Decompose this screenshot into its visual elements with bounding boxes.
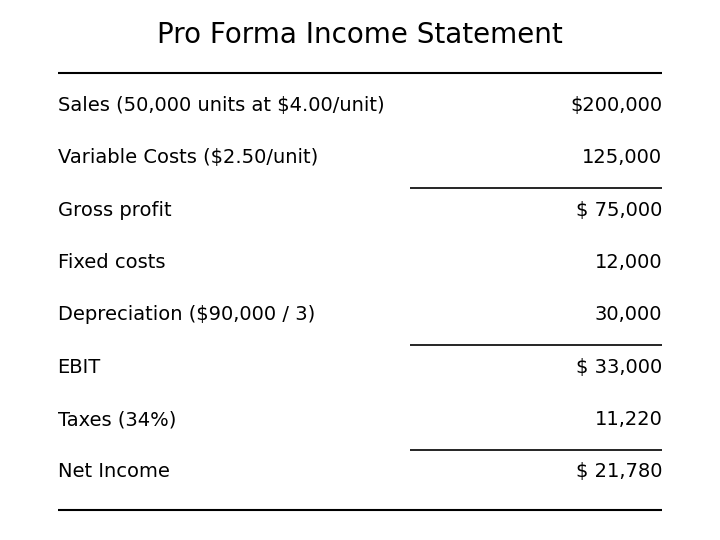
Text: $ 75,000: $ 75,000 bbox=[576, 200, 662, 220]
Text: $200,000: $200,000 bbox=[570, 96, 662, 115]
Text: 125,000: 125,000 bbox=[582, 148, 662, 167]
Text: Pro Forma Income Statement: Pro Forma Income Statement bbox=[157, 21, 563, 49]
Text: $ 21,780: $ 21,780 bbox=[576, 462, 662, 482]
Text: Gross profit: Gross profit bbox=[58, 200, 171, 220]
Text: Sales (50,000 units at $4.00/unit): Sales (50,000 units at $4.00/unit) bbox=[58, 96, 384, 115]
Text: 12,000: 12,000 bbox=[595, 253, 662, 272]
Text: Depreciation ($90,000 / 3): Depreciation ($90,000 / 3) bbox=[58, 305, 315, 325]
Text: Variable Costs ($2.50/unit): Variable Costs ($2.50/unit) bbox=[58, 148, 318, 167]
Text: $ 33,000: $ 33,000 bbox=[576, 357, 662, 377]
Text: Fixed costs: Fixed costs bbox=[58, 253, 165, 272]
Text: 11,220: 11,220 bbox=[595, 410, 662, 429]
Text: Taxes (34%): Taxes (34%) bbox=[58, 410, 176, 429]
Text: 30,000: 30,000 bbox=[595, 305, 662, 325]
Text: EBIT: EBIT bbox=[58, 357, 101, 377]
Text: Net Income: Net Income bbox=[58, 462, 169, 482]
